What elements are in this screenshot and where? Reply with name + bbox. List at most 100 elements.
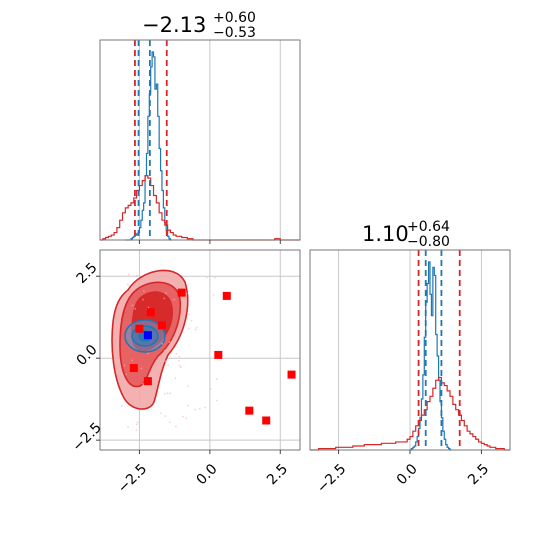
faint-sample	[195, 326, 198, 329]
faint-sample	[127, 273, 130, 276]
faint-sample	[121, 405, 124, 407]
faint-sample	[136, 421, 139, 424]
x-tick-label: 2.5	[465, 461, 492, 488]
marker-points	[129, 288, 296, 425]
faint-sample	[134, 307, 137, 310]
axes-frame	[99, 249, 301, 451]
red-marker	[245, 406, 254, 415]
faint-sample	[127, 426, 129, 428]
faint-sample	[188, 313, 191, 316]
title-plus: +0.60	[213, 10, 256, 26]
hist-panel-bottom-right: −2.5 0.0 2.5 1.10 +0.64 −0.80	[309, 219, 511, 496]
faint-sample	[214, 276, 216, 279]
red-marker	[146, 308, 155, 317]
faint-sample	[126, 291, 129, 293]
blue-marker	[143, 331, 152, 340]
faint-sample	[123, 364, 126, 367]
faint-sample	[147, 306, 150, 309]
faint-sample	[136, 274, 138, 277]
hist-series-1	[310, 376, 510, 451]
faint-sample	[143, 290, 145, 293]
faint-sample	[164, 360, 167, 363]
faint-sample	[145, 392, 148, 394]
faint-sample	[163, 297, 166, 300]
faint-sample	[186, 404, 189, 407]
hist-panel-top-left: −2.13 +0.60 −0.53	[99, 10, 301, 244]
grid	[338, 250, 482, 450]
faint-sample	[130, 391, 133, 393]
faint-sample	[186, 385, 189, 388]
red-marker	[157, 321, 166, 330]
faint-sample	[135, 429, 138, 432]
panel-title-1: −2.13 +0.60 −0.53	[142, 10, 256, 41]
faint-sample	[169, 392, 172, 395]
faint-sample	[164, 415, 167, 418]
quantile-lines	[134, 40, 168, 240]
faint-sample	[182, 415, 184, 418]
faint-sample	[166, 392, 169, 395]
title-median: 1.10	[362, 222, 409, 246]
faint-sample	[204, 406, 207, 409]
faint-sample	[185, 292, 188, 295]
red-marker	[214, 350, 223, 359]
faint-sample	[187, 327, 190, 330]
faint-sample	[161, 342, 164, 345]
faint-sample	[178, 364, 181, 367]
faint-sample	[215, 378, 218, 381]
faint-sample	[168, 421, 171, 424]
faint-sample	[151, 373, 154, 375]
faint-sample	[178, 355, 181, 358]
faint-sample	[154, 374, 157, 377]
faint-sample	[135, 423, 138, 426]
faint-sample	[145, 278, 148, 281]
title-minus: −0.53	[213, 25, 256, 41]
faint-sample	[194, 328, 197, 331]
red-marker	[177, 288, 186, 297]
faint-sample	[175, 352, 178, 355]
faint-sample	[212, 294, 215, 296]
faint-sample	[209, 387, 212, 390]
faint-sample	[132, 394, 135, 396]
hist-series	[310, 261, 510, 451]
faint-sample	[173, 298, 176, 301]
faint-sample	[142, 298, 144, 301]
red-marker	[262, 416, 271, 425]
faint-sample	[168, 341, 171, 343]
faint-sample	[215, 399, 218, 402]
faint-sample	[119, 372, 122, 375]
faint-sample	[205, 277, 208, 279]
faint-sample	[167, 364, 170, 366]
density-contours	[111, 269, 189, 410]
x-tick-label: 2.5	[264, 461, 291, 488]
faint-sample	[164, 392, 166, 395]
faint-sample	[163, 351, 166, 354]
faint-sample	[165, 292, 167, 294]
red-marker	[143, 377, 152, 386]
red-marker	[135, 324, 144, 333]
faint-sample	[179, 366, 182, 369]
faint-sample	[125, 373, 128, 376]
faint-sample	[131, 359, 133, 362]
faint-sample	[174, 377, 177, 380]
x-ticks	[138, 240, 281, 244]
title-minus: −0.80	[407, 234, 450, 250]
red-marker	[287, 370, 296, 379]
x-ticks: −2.5 0.0 2.5	[115, 450, 291, 496]
x-tick-label: 0.0	[394, 461, 421, 488]
faint-sample	[178, 360, 181, 362]
faint-sample	[119, 310, 122, 313]
axes-frame	[99, 39, 301, 241]
title-plus: +0.64	[407, 219, 450, 235]
scatter-panel-bottom-left: −2.5 0.0 2.5 −2.5 0.0 2.5	[69, 249, 301, 496]
faint-sample	[159, 412, 162, 415]
hist-series-0	[410, 261, 452, 451]
faint-sample	[131, 304, 134, 307]
red-marker	[129, 364, 138, 373]
red-marker	[222, 291, 231, 300]
faint-sample	[126, 283, 129, 286]
y-tick-label: 2.5	[74, 260, 101, 287]
faint-sample	[147, 352, 149, 355]
faint-sample	[140, 367, 143, 370]
faint-samples	[119, 273, 218, 432]
